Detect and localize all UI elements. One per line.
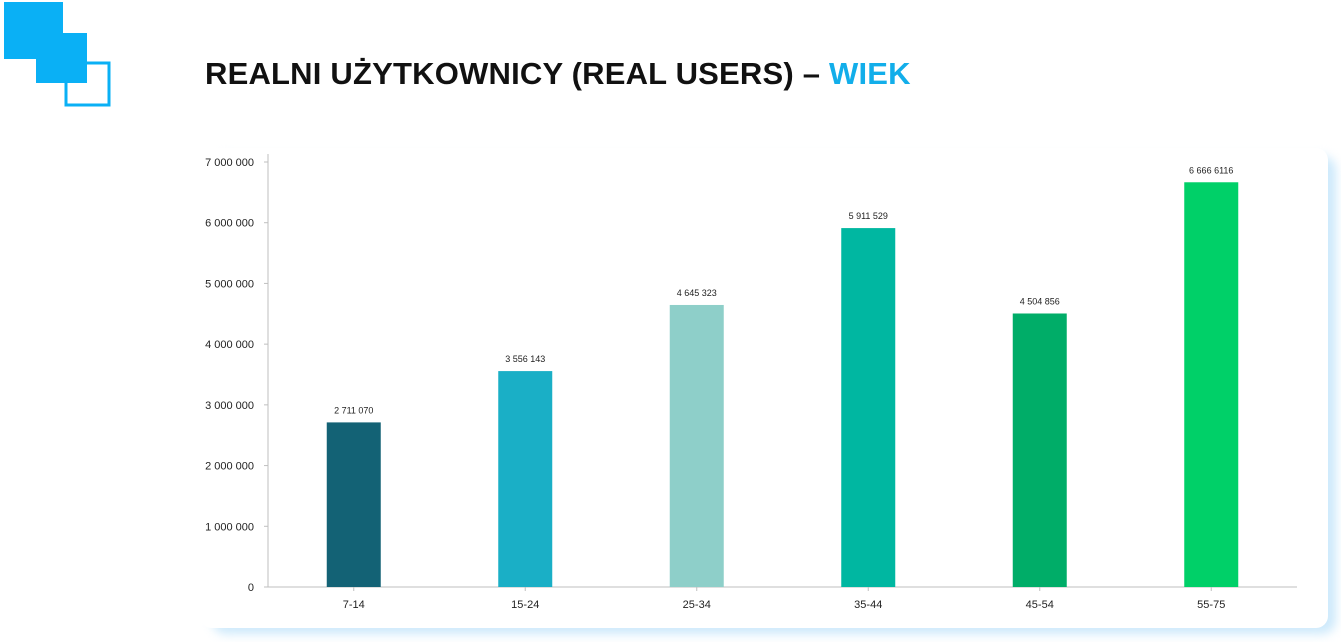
bar-value-label: 2 711 070 — [334, 405, 373, 415]
y-tick-label: 7 000 000 — [205, 157, 254, 169]
y-tick-label: 5 000 000 — [205, 278, 254, 290]
bar-55-75 — [1184, 182, 1239, 587]
bar-value-label: 4 504 856 — [1020, 296, 1060, 306]
bar-value-label: 4 645 323 — [677, 288, 717, 298]
x-tick-label: 35-44 — [854, 599, 882, 611]
x-tick-label: 55-75 — [1197, 599, 1225, 611]
bar-value-label: 6 666 6116 — [1189, 165, 1233, 175]
bar-15-24 — [498, 371, 553, 587]
x-axis-labels: 7-14 15-24 25-34 35-44 45-54 55-75 — [343, 587, 1225, 611]
page-title: REALNI UŻYTKOWNICY (REAL USERS) – WIEK — [205, 56, 911, 92]
x-tick-label: 25-34 — [683, 599, 711, 611]
page-title-main: REALNI UŻYTKOWNICY (REAL USERS) – — [205, 56, 829, 91]
y-tick-label: 2 000 000 — [205, 461, 254, 473]
y-tick-label: 1 000 000 — [205, 521, 254, 533]
x-tick-label: 15-24 — [511, 599, 539, 611]
y-axis-ticks: 0 1 000 000 2 000 000 3 000 000 4 000 000 5 0… — [205, 157, 268, 594]
logo-square-outline — [64, 61, 111, 107]
y-tick-label: 4 000 000 — [205, 339, 254, 351]
logo-square-medium — [36, 33, 87, 83]
bar-45-54 — [1012, 313, 1067, 587]
bar-35-44 — [841, 228, 896, 587]
bar-value-label: 3 556 143 — [505, 354, 545, 364]
page-title-accent: WIEK — [828, 56, 911, 91]
x-tick-label: 45-54 — [1026, 599, 1054, 611]
brand-logo — [4, 2, 111, 107]
bar-7-14 — [326, 422, 381, 587]
y-tick-label: 0 — [248, 582, 254, 594]
bar-25-34 — [669, 304, 724, 587]
y-tick-label: 3 000 000 — [205, 400, 254, 412]
chart-card — [200, 148, 1328, 628]
bar-series: 2 711 070 3 556 143 4 645 323 5 911 529 4 50… — [326, 165, 1239, 587]
x-tick-label: 7-14 — [343, 599, 365, 611]
y-tick-label: 6 000 000 — [205, 218, 254, 230]
bar-value-label: 5 911 529 — [849, 211, 888, 221]
